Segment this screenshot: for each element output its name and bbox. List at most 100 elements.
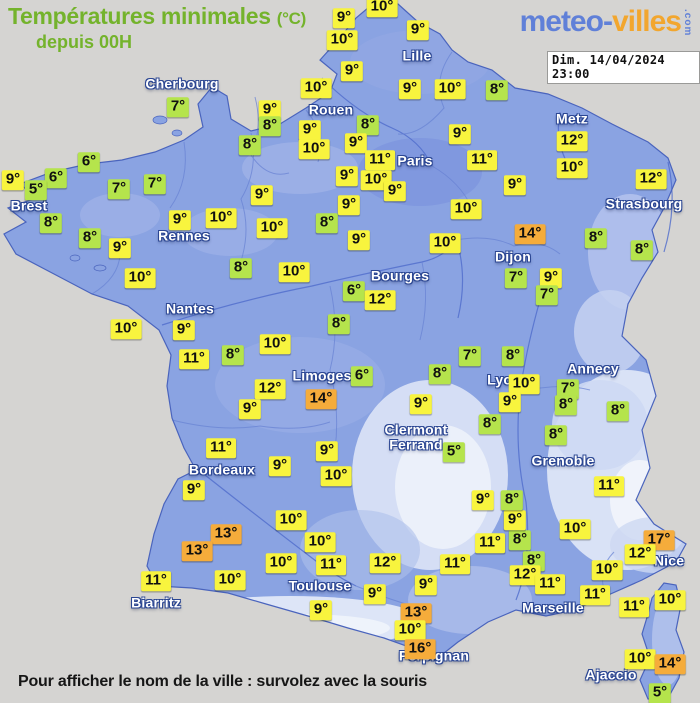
temp-label[interactable]: 8° [544,425,568,445]
temp-label[interactable]: 12° [635,169,667,189]
temp-label[interactable]: 13° [210,524,242,544]
temp-label[interactable]: 12° [624,544,656,564]
temp-label[interactable]: 9° [268,456,292,476]
temp-label[interactable]: 9° [471,490,495,510]
temp-label[interactable]: 7° [556,379,580,399]
temp-label[interactable]: 10° [300,78,332,98]
temp-label[interactable]: 8° [485,80,509,100]
temp-label[interactable]: 8° [508,530,532,550]
temp-label[interactable]: 9° [406,20,430,40]
temp-label[interactable]: 10° [394,620,426,640]
temp-label[interactable]: 5° [648,683,672,703]
temp-label[interactable]: 7° [458,346,482,366]
temp-label[interactable]: 8° [315,213,339,233]
temp-label[interactable]: 8° [584,228,608,248]
temp-label[interactable]: 10° [624,649,656,669]
temp-label[interactable]: 10° [429,233,461,253]
temp-label[interactable]: 8° [606,401,630,421]
temp-label[interactable]: 10° [275,510,307,530]
temp-label[interactable]: 7° [166,97,190,117]
temp-label[interactable]: 11° [179,349,209,369]
temp-label[interactable]: 9° [108,238,132,258]
temp-label[interactable]: 9° [347,230,371,250]
temp-label[interactable]: 11° [467,150,497,170]
temp-label[interactable]: 9° [503,510,527,530]
temp-label[interactable]: 10° [259,334,291,354]
temp-label[interactable]: 10° [320,466,352,486]
temp-label[interactable]: 11° [594,476,624,496]
temp-label[interactable]: 9° [337,195,361,215]
temp-label[interactable]: 8° [327,314,351,334]
temp-label[interactable]: 9° [309,600,333,620]
temp-label[interactable]: 5° [24,180,48,200]
temp-label[interactable]: 8° [630,240,654,260]
temp-label[interactable]: 9° [414,575,438,595]
temp-label[interactable]: 10° [434,79,466,99]
temp-label[interactable]: 10° [214,570,246,590]
temp-label[interactable]: 10° [278,262,310,282]
temp-label[interactable]: 9° [1,170,25,190]
temp-label[interactable]: 9° [498,392,522,412]
temp-label[interactable]: 11° [619,597,649,617]
temp-label[interactable]: 6° [77,152,101,172]
temp-label[interactable]: 9° [315,441,339,461]
temp-label[interactable]: 9° [344,133,368,153]
temp-label[interactable]: 10° [559,519,591,539]
temp-label[interactable]: 10° [366,0,398,17]
temp-label[interactable]: 6° [350,366,374,386]
temp-label[interactable]: 8° [78,228,102,248]
temp-label[interactable]: 8° [554,395,578,415]
temp-label[interactable]: 11° [440,554,470,574]
temp-label[interactable]: 8° [356,115,380,135]
temp-label[interactable]: 7° [504,268,528,288]
temp-label[interactable]: 11° [316,555,346,575]
temp-label[interactable]: 9° [258,100,282,120]
temp-label[interactable]: 9° [383,181,407,201]
temp-label[interactable]: 13° [181,541,213,561]
temp-label[interactable]: 13° [400,603,432,623]
temp-label[interactable]: 10° [304,532,336,552]
temp-label[interactable]: 9° [448,124,472,144]
temp-label[interactable]: 9° [298,120,322,140]
temp-label[interactable]: 7° [107,179,131,199]
temp-label[interactable]: 11° [141,571,171,591]
temp-label[interactable]: 12° [369,553,401,573]
temp-label[interactable]: 8° [221,345,245,365]
temp-label[interactable]: 10° [556,158,588,178]
temp-label[interactable]: 9° [238,399,262,419]
temp-label[interactable]: 8° [258,116,282,136]
temp-label[interactable]: 10° [265,553,297,573]
temp-label[interactable]: 6° [44,168,68,188]
temp-label[interactable]: 8° [428,364,452,384]
temp-label[interactable]: 12° [254,379,286,399]
temp-label[interactable]: 9° [503,175,527,195]
temp-label[interactable]: 11° [580,585,610,605]
temp-label[interactable]: 11° [535,574,565,594]
temp-label[interactable]: 9° [182,480,206,500]
temp-label[interactable]: 5° [442,442,466,462]
temp-label[interactable]: 9° [168,210,192,230]
temp-label[interactable]: 14° [654,654,686,674]
temp-label[interactable]: 11° [365,150,395,170]
temp-label[interactable]: 9° [332,8,356,28]
temp-label[interactable]: 8° [39,213,63,233]
temp-label[interactable]: 8° [501,346,525,366]
temp-label[interactable]: 9° [363,584,387,604]
temp-label[interactable]: 6° [342,281,366,301]
temp-label[interactable]: 10° [654,590,686,610]
temp-label[interactable]: 8° [478,414,502,434]
temp-label[interactable]: 8° [238,135,262,155]
temp-label[interactable]: 12° [509,565,541,585]
temp-label[interactable]: 9° [340,61,364,81]
temp-label[interactable]: 8° [229,258,253,278]
temp-label[interactable]: 10° [450,199,482,219]
temp-label[interactable]: 9° [172,320,196,340]
temp-label[interactable]: 10° [298,139,330,159]
temp-label[interactable]: 10° [360,170,392,190]
temp-label[interactable]: 16° [404,639,436,659]
temp-label[interactable]: 9° [335,166,359,186]
temp-label[interactable]: 14° [305,389,337,409]
temp-label[interactable]: 7° [535,285,559,305]
temp-label[interactable]: 10° [326,30,358,50]
temp-label[interactable]: 10° [110,319,142,339]
